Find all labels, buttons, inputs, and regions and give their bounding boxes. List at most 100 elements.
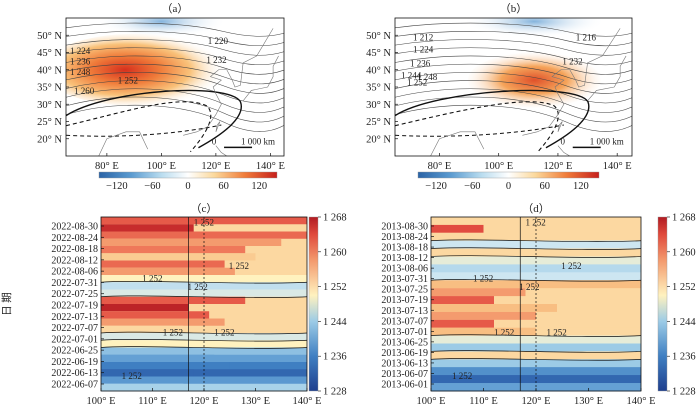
contour-label: 1 236 [410,58,431,68]
taiwan [557,121,563,132]
contour-label: 1 252 [142,273,162,283]
date-tick-label: 2022-08-24 [51,233,98,244]
contour-1252 [430,279,642,282]
height-contour [395,55,632,75]
scale-bar-start: 0 [212,136,217,146]
field-core [431,296,494,305]
lat-tick-label: 20° N [37,134,62,145]
date-tick-label: 2013-07-25 [381,285,428,296]
field-core [101,275,204,283]
height-contour [66,88,284,113]
lat-tick-label: 25° N [366,117,391,128]
field-core [431,240,641,250]
india-coast [430,131,485,156]
colorbar-tick-label: 120 [251,181,267,192]
date-tick-label: 2022-07-19 [51,301,98,312]
contour-label: 1 252 [452,371,472,381]
height-contour [395,22,632,37]
height-contour [66,55,284,75]
subtropical-high-contour [66,89,242,149]
colorbar-tick-label: 60 [539,181,550,192]
contour-label: 1 252 [526,218,546,228]
contour-label: 1 232 [562,57,582,67]
contour-label: 1 212 [413,32,433,42]
colorbar-tick-label: 0 [506,181,511,192]
date-tick-label: 2013-07-13 [381,306,428,317]
date-tick-label: 2013-08-18 [381,243,428,254]
date-tick-label: 2022-06-25 [51,346,98,357]
height-contour [66,47,284,66]
colorbar-tick-label: 1 260 [672,247,696,258]
contour-label: 1 252 [519,282,539,292]
lon-tick-label: 140° E [256,161,285,172]
lon-tick-label: 130° E [574,396,603,407]
field-core [431,288,526,297]
colorbar-tick-label: −60 [464,181,480,192]
field-core [101,347,184,356]
contour-label: 1 252 [122,371,142,381]
field-core [431,264,641,273]
date-tick-label: 2022-06-13 [51,368,98,379]
field-band [101,383,307,392]
colorbar-tick-label: 60 [218,181,229,192]
contour-label: 1 232 [206,55,226,65]
field-core [101,253,256,261]
colorbar-tick-label: −60 [144,181,160,192]
field-band [101,224,307,232]
height-contour [395,39,632,56]
lat-tick-label: 50° N [366,31,391,42]
field-core [431,280,641,289]
negative-anomaly [463,18,606,38]
india-coast [98,131,149,156]
lat-tick-label: 45° N [37,48,62,59]
coastline [522,28,621,136]
lon-tick-label: 120° E [543,161,572,172]
lat-tick-label: 50° N [37,31,62,42]
japan-coast [242,55,279,101]
date-tick-label: 2013-07-01 [381,327,428,338]
date-tick-label: 2013-06-25 [381,337,428,348]
panel-label: （c） [191,202,218,215]
date-tick-label: 2022-08-18 [51,244,98,255]
contour-label: 1 220 [208,36,229,46]
date-tick-label: 2022-07-07 [51,323,98,334]
field-band [101,347,307,356]
panel-label: （b） [500,2,528,15]
field-band [431,288,641,297]
field-core [101,304,189,312]
positive-anomaly [66,33,226,106]
lat-tick-label: 40° N [37,65,62,76]
field-core [101,325,184,334]
field-core [101,296,246,305]
lat-tick-label: 30° N [37,100,62,111]
field-core [101,354,215,363]
scale-bar-end: 1 000 km [241,136,275,146]
lon-tick-label: 120° E [522,396,551,407]
y-axis-label: 日 期 [1,292,13,316]
colorbar-tick-label: 1 228 [323,387,347,398]
height-contour [66,72,284,94]
field-core [101,282,153,290]
date-tick-label: 2022-07-25 [51,289,98,300]
contour-label: 1 224 [70,46,91,56]
date-tick-label: 2013-06-01 [381,380,428,391]
contour-label: 1 252 [473,273,493,283]
colorbar-tick-label: 1 236 [672,352,696,363]
colorbar [308,216,319,392]
contour-label: 1 252 [407,77,427,87]
lon-tick-label: 100° E [147,161,176,172]
date-tick-label: 2013-08-24 [381,232,428,243]
lat-tick-label: 40° N [366,65,391,76]
date-tick-label: 2013-08-12 [381,253,428,264]
field-core [101,311,210,319]
date-tick-label: 2013-07-31 [381,274,428,285]
contour-label: 1 248 [417,72,438,82]
date-tick-label: 2022-06-07 [51,380,98,391]
contour-1252 [100,346,308,349]
contour-1252 [100,281,308,284]
contour-1252 [430,247,642,250]
field-core [431,319,494,329]
colorbar-tick-label: 120 [573,181,589,192]
date-tick-label: 2022-08-06 [51,267,98,278]
